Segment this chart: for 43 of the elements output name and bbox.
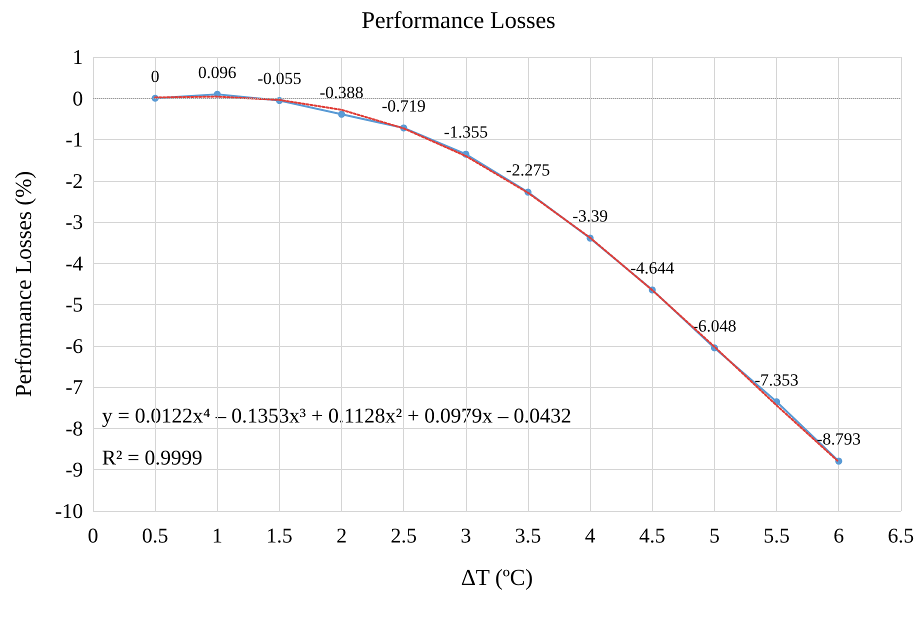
x-tick-label: 6 [833, 524, 844, 548]
data-label: 0 [150, 66, 160, 86]
x-tick-label: 4.5 [639, 524, 666, 548]
data-label: 0.096 [198, 62, 236, 82]
x-tick-label: 5.5 [763, 524, 790, 548]
y-tick-label: -1 [66, 128, 83, 152]
y-tick-label: -3 [66, 210, 83, 234]
chart-title: Performance Losses [362, 8, 556, 34]
y-tick-label: -10 [55, 499, 83, 523]
y-tick-label: -8 [66, 416, 83, 440]
y-tick-label: -6 [66, 334, 83, 358]
point [338, 110, 346, 118]
x-tick-label: 6.5 [888, 524, 914, 548]
data-label: -4.644 [630, 258, 675, 278]
y-tick-label: -7 [66, 375, 83, 400]
data-label: -0.055 [257, 69, 302, 88]
x-tick-label: 4 [584, 524, 596, 548]
data-label: -6.048 [692, 316, 736, 336]
x-tick-label: 2 [336, 524, 347, 548]
data-label: -1.355 [444, 122, 488, 142]
y-tick-label: 0 [72, 86, 83, 110]
data-label: -7.353 [754, 370, 799, 390]
data-label: -2.275 [506, 160, 550, 180]
y-tick-label: -5 [66, 292, 83, 317]
data-label: -0.719 [382, 96, 426, 116]
x-axis-title: ΔT (ºC) [460, 565, 533, 590]
x-tick-label: 1 [212, 524, 223, 548]
annotation: R² = 0.9999 [102, 446, 202, 470]
x-tick-label: 0 [88, 524, 98, 548]
x-tick-label: 3 [460, 524, 472, 548]
data-label: -0.388 [320, 82, 364, 102]
x-tick-label: 2.5 [390, 524, 417, 548]
data-label: -3.39 [572, 206, 608, 226]
y-axis-title: Performance Losses (%) [11, 170, 36, 398]
x-tick-label: 3.5 [514, 524, 542, 548]
y-tick-label: 1 [72, 45, 83, 69]
y-tick-label: -2 [66, 168, 83, 193]
x-tick-label: 1.5 [266, 524, 293, 548]
x-tick-label: 0.5 [142, 524, 168, 548]
x-tick-label: 5 [709, 524, 720, 548]
y-tick-label: -9 [66, 458, 83, 482]
data-label: -8.793 [816, 430, 861, 449]
y-tick-label: -4 [66, 251, 84, 276]
